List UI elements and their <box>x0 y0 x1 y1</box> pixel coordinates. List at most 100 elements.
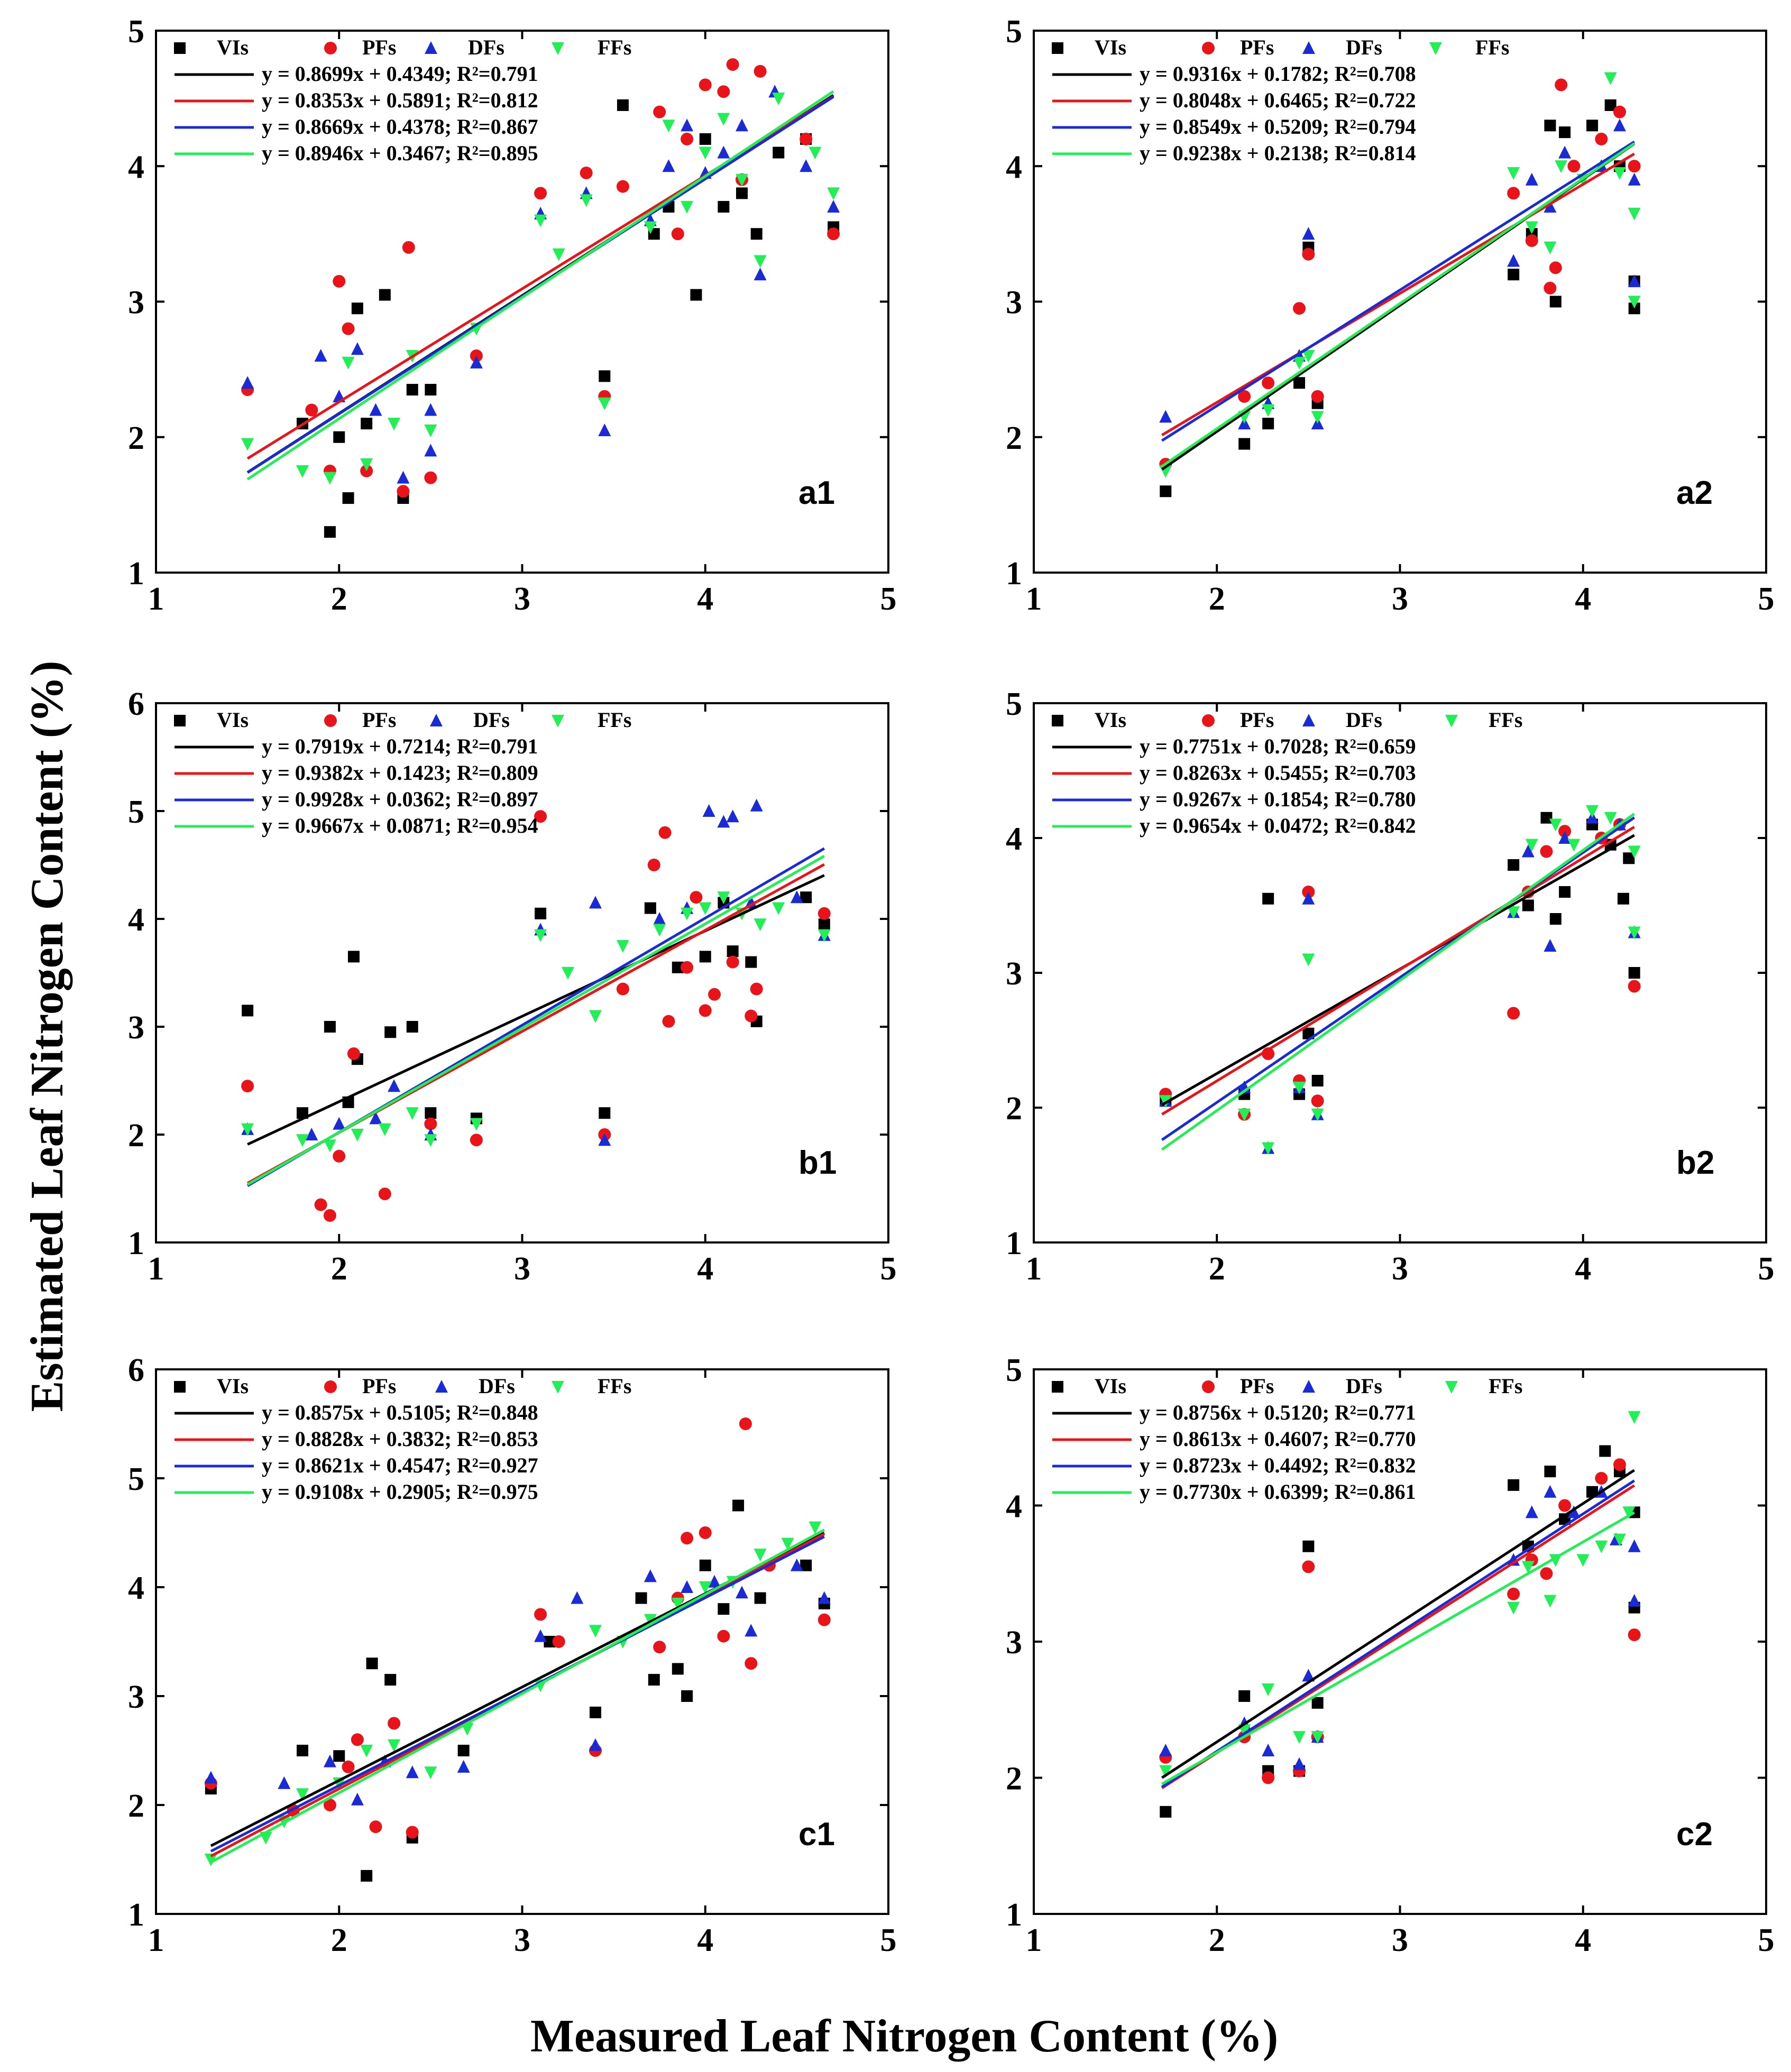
legend-label-dfs: DFs <box>468 35 504 59</box>
data-point-ffs <box>1293 356 1306 370</box>
legend-marker-vis <box>1052 715 1063 726</box>
data-point-vis <box>351 302 363 315</box>
data-point-dfs <box>745 1624 758 1637</box>
data-point-vis <box>535 907 547 919</box>
data-point-ffs <box>1507 1601 1520 1615</box>
data-point-pfs <box>534 1608 547 1621</box>
x-tick-label: 4 <box>1575 1922 1591 1958</box>
legend-marker-dfs <box>1302 1380 1315 1393</box>
data-point-dfs <box>790 1558 803 1571</box>
data-point-dfs <box>702 804 715 817</box>
legend-label-dfs: DFs <box>473 708 510 732</box>
data-point-ffs <box>1628 845 1641 859</box>
data-point-dfs <box>333 1117 346 1130</box>
y-tick-label: 4 <box>1006 821 1022 857</box>
y-tick-label: 3 <box>1006 956 1022 992</box>
data-point-dfs <box>1159 410 1172 423</box>
legend-marker-ffs <box>1445 715 1458 727</box>
data-point-ffs <box>772 93 785 106</box>
data-point-ffs <box>1595 1540 1608 1553</box>
data-point-dfs <box>534 1629 547 1642</box>
legend-label-dfs: DFs <box>1346 708 1382 732</box>
data-point-ffs <box>1628 296 1641 309</box>
legend-label-dfs: DFs <box>479 1374 515 1398</box>
y-tick-label: 3 <box>128 1679 144 1715</box>
data-point-vis <box>773 146 785 159</box>
legend-marker-pfs <box>324 1380 337 1393</box>
legend-label-pfs: PFs <box>362 35 396 59</box>
legend-equation: y = 0.8946x + 0.3467; R²=0.895 <box>262 141 538 165</box>
data-point-pfs <box>717 85 730 98</box>
x-axis-title: Measured Leaf Nitrogen Content (%) <box>530 2011 1278 2062</box>
data-point-ffs <box>754 1549 767 1562</box>
data-point-dfs <box>598 423 611 436</box>
data-point-pfs <box>1595 1472 1608 1485</box>
data-point-ffs <box>1302 953 1315 966</box>
data-point-pfs <box>342 1760 355 1773</box>
x-tick-label: 5 <box>1758 1251 1775 1287</box>
data-point-ffs <box>342 356 355 370</box>
data-point-ffs <box>699 146 712 160</box>
data-point-dfs <box>589 1738 602 1751</box>
data-point-ffs <box>1293 1081 1306 1094</box>
data-point-pfs <box>378 1187 391 1201</box>
legend-label-ffs: FFs <box>1489 708 1522 732</box>
x-tick-label: 5 <box>1758 1922 1775 1958</box>
legend-equation: y = 0.9238x + 0.2138; R²=0.814 <box>1140 141 1416 165</box>
data-point-dfs <box>424 444 437 457</box>
fit-line-dfs <box>210 1535 825 1853</box>
data-point-dfs <box>369 1111 382 1125</box>
legend-label-vis: VIs <box>1095 708 1126 732</box>
data-point-dfs <box>571 1591 584 1604</box>
data-point-dfs <box>589 896 602 909</box>
data-point-ffs <box>1622 1506 1636 1520</box>
data-point-pfs <box>1262 376 1275 390</box>
data-point-pfs <box>681 133 694 145</box>
x-tick-label: 2 <box>331 1251 347 1287</box>
data-point-ffs <box>781 1537 794 1551</box>
data-point-dfs <box>1507 254 1520 267</box>
y-tick-label: 1 <box>1006 556 1022 592</box>
data-point-ffs <box>1628 926 1641 940</box>
legend-label-pfs: PFs <box>1240 708 1274 732</box>
data-point-pfs <box>653 105 666 118</box>
data-point-vis <box>648 1674 660 1686</box>
data-point-pfs <box>827 227 840 241</box>
legend-marker-ffs <box>552 715 564 727</box>
data-point-pfs <box>754 65 767 78</box>
data-point-ffs <box>424 1766 437 1780</box>
y-tick-label: 5 <box>128 14 144 50</box>
data-point-pfs <box>708 988 721 1001</box>
data-point-pfs <box>342 322 355 335</box>
data-point-vis <box>324 526 336 538</box>
data-point-dfs <box>1628 1594 1641 1607</box>
data-point-dfs <box>204 1771 217 1784</box>
data-point-vis <box>736 187 748 199</box>
data-point-pfs <box>424 471 437 484</box>
data-point-ffs <box>589 1625 602 1638</box>
data-point-vis <box>361 1870 373 1882</box>
legend-label-vis: VIs <box>217 35 249 59</box>
data-point-dfs <box>314 349 327 362</box>
y-tick-label: 2 <box>1006 420 1022 456</box>
legend-equation: y = 0.9108x + 0.2905; R²=0.975 <box>262 1480 538 1504</box>
x-tick-label: 2 <box>1209 1922 1225 1958</box>
y-tick-label: 3 <box>1006 285 1022 321</box>
data-point-dfs <box>351 1792 364 1806</box>
y-tick-label: 4 <box>1006 149 1022 185</box>
data-point-vis <box>1508 269 1520 281</box>
data-point-vis <box>800 891 812 904</box>
data-point-ffs <box>424 424 437 437</box>
data-point-vis <box>1262 892 1274 905</box>
legend-label-pfs: PFs <box>362 708 396 732</box>
data-point-pfs <box>323 1799 336 1811</box>
data-point-pfs <box>424 1117 437 1130</box>
y-tick-label: 5 <box>1006 686 1022 722</box>
data-point-dfs <box>681 1580 694 1593</box>
data-point-dfs <box>1558 831 1572 844</box>
data-point-pfs <box>470 1134 483 1147</box>
data-point-dfs <box>1521 844 1535 858</box>
y-tick-label: 6 <box>128 1352 144 1388</box>
data-point-vis <box>1160 1806 1172 1818</box>
